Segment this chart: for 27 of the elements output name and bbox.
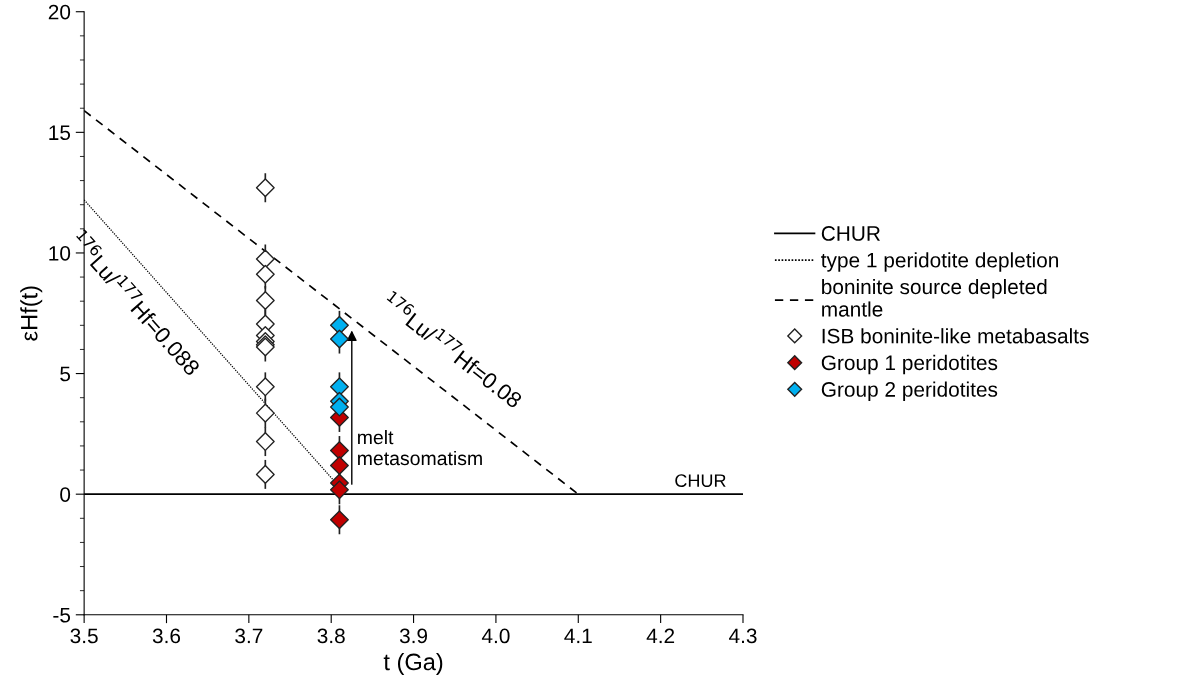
y-tick-label: 10 [49, 245, 71, 261]
x-tick-label: 3.7 [235, 628, 263, 644]
y-tick-label: 5 [60, 366, 71, 382]
legend-label: boninite source depleted mantle [822, 278, 1047, 317]
x-tick-label: 4.0 [481, 628, 510, 644]
annotation: CHUR [675, 474, 726, 487]
y-tick-label: 15 [49, 125, 71, 141]
x-tick-label: 4.1 [564, 628, 592, 644]
x-tick-label: 3.5 [70, 628, 98, 644]
y-axis-title: εHf(t) [20, 286, 43, 341]
x-axis-title: t (Ga) [383, 652, 443, 675]
legend-label: ISB boninite-like metabasalts [822, 328, 1089, 344]
legend-label: Group 2 peridotites [821, 381, 998, 401]
x-tick-label: 3.9 [399, 628, 428, 644]
annotation: $^{176}$Lu/$^{177}$Hf=0.08 [381, 290, 526, 409]
legend-label: Group 1 peridotites [821, 354, 998, 375]
x-tick-label: 4.3 [728, 628, 757, 644]
y-tick-label: 20 [48, 4, 71, 20]
x-tick-label: 3.6 [152, 628, 181, 644]
legend-label: CHUR [821, 226, 880, 241]
annotation: $^{176}$Lu/$^{177}$Hf=0.088 [69, 228, 204, 377]
legend-label: type 1 peridotite depletion [821, 252, 1058, 272]
y-tick-label: -5 [53, 608, 71, 623]
x-tick-label: 3.8 [317, 628, 345, 644]
x-tick-label: 4.2 [646, 628, 675, 644]
annotation: melt metasomatism [358, 430, 482, 466]
y-tick-label: 0 [60, 487, 71, 502]
